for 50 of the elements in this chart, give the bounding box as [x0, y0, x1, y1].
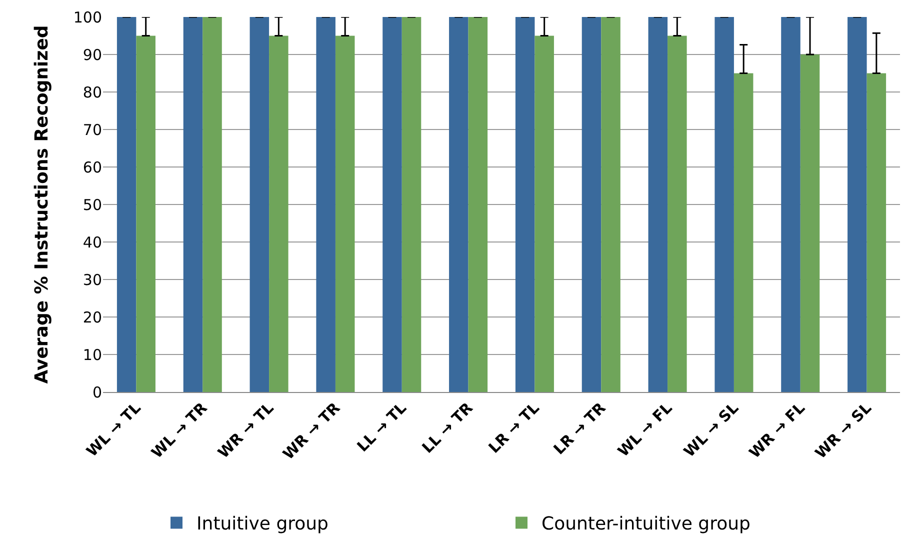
- x-tick-label: LR → TL: [484, 398, 544, 457]
- bar: [335, 36, 355, 392]
- bar: [269, 36, 288, 392]
- bar: [116, 17, 136, 392]
- y-tick-label: 20: [82, 308, 102, 326]
- bar: [402, 17, 422, 392]
- bar: [316, 17, 336, 392]
- bar: [449, 17, 468, 392]
- bar: [648, 17, 668, 392]
- bar: [534, 36, 554, 392]
- legend-label: Counter-intuitive group: [542, 514, 750, 535]
- x-tick-label: WL → TL: [82, 398, 145, 460]
- bar: [800, 54, 820, 392]
- y-tick-label: 50: [82, 196, 102, 214]
- bar: [601, 17, 620, 392]
- x-tick-label: LL → TL: [354, 398, 410, 456]
- y-tick-label: 10: [82, 346, 102, 364]
- bar: [250, 17, 270, 392]
- y-tick-label: 100: [73, 8, 102, 26]
- bar: [515, 17, 535, 392]
- x-tick-label: WL → SL: [680, 398, 742, 461]
- bar: [136, 36, 156, 392]
- x-tick-label: WL → FL: [614, 398, 676, 460]
- y-axis-title: Average % Instructions Recognized: [32, 25, 53, 384]
- bar: [734, 73, 754, 392]
- y-tick-label: 30: [82, 270, 102, 289]
- y-tick-label: 70: [82, 120, 102, 139]
- x-tick-label: WR → SL: [812, 398, 876, 462]
- bar: [382, 17, 402, 392]
- x-tick-label: WR → TR: [279, 398, 344, 464]
- bar: [582, 17, 602, 392]
- bar: [468, 17, 488, 392]
- bar: [781, 17, 800, 392]
- bar: [848, 17, 867, 392]
- legend-label: Intuitive group: [196, 514, 328, 535]
- x-tick-label: WL → TR: [148, 398, 212, 462]
- y-tick-label: 40: [82, 233, 102, 252]
- x-tick-label: LR → TR: [550, 398, 610, 458]
- bar: [714, 17, 734, 392]
- x-tick-label: LL → TR: [418, 398, 477, 457]
- x-tick-label: WR → TL: [214, 398, 278, 462]
- y-tick-label: 90: [82, 46, 102, 64]
- bar: [183, 17, 203, 392]
- y-tick-label: 80: [82, 83, 102, 102]
- y-tick-label: 0: [92, 383, 102, 402]
- x-tick-label: WR → FL: [746, 398, 809, 462]
- bar: [202, 17, 222, 392]
- bar: [866, 73, 886, 392]
- y-tick-label: 60: [82, 158, 102, 176]
- bar: [668, 36, 687, 392]
